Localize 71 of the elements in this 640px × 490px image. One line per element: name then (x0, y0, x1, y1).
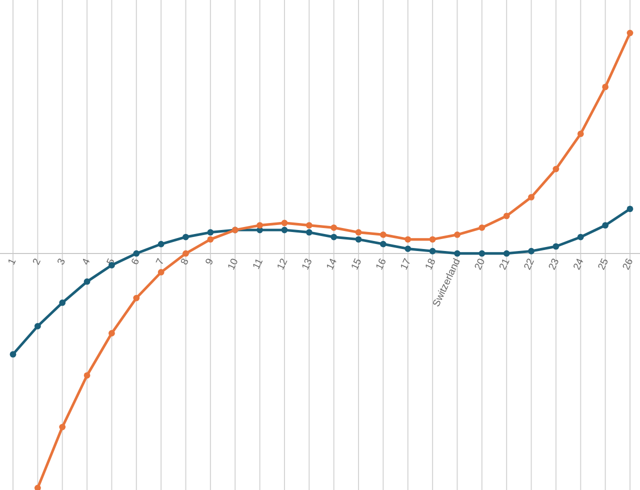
x-tick-label: 22 (522, 256, 538, 272)
x-tick-label: 2 (31, 256, 44, 267)
point (454, 250, 460, 257)
point (330, 234, 338, 240)
point (478, 250, 486, 257)
x-tick-label: 25 (596, 256, 612, 272)
point (429, 248, 436, 254)
x-tick-label: 21 (498, 256, 513, 272)
point (429, 236, 436, 243)
point (478, 224, 486, 231)
point (552, 243, 560, 250)
point (602, 222, 609, 229)
point (108, 330, 115, 336)
x-tick-label: 14 (324, 256, 340, 272)
point (281, 220, 288, 226)
point (182, 250, 189, 257)
point (34, 484, 41, 490)
x-tick-label: 23 (547, 256, 562, 272)
point (182, 234, 189, 240)
point (355, 236, 362, 243)
point (10, 351, 16, 358)
x-tick-label: 12 (276, 256, 290, 272)
point (503, 250, 510, 257)
x-tick-label: 26 (621, 256, 636, 272)
x-tick-label: 8 (179, 256, 192, 267)
point (207, 229, 214, 236)
point (59, 300, 66, 306)
x-tick-label: 7 (154, 256, 167, 267)
point (626, 206, 634, 212)
point (454, 232, 460, 238)
point (84, 278, 90, 285)
x-tick-label: 16 (374, 256, 390, 272)
x-tick-label: 1 (6, 256, 19, 267)
point (256, 222, 263, 229)
point (528, 248, 534, 254)
x-tick-label: 9 (204, 256, 216, 267)
point (306, 229, 312, 236)
x-tick-label: 20 (472, 256, 488, 272)
point (207, 236, 214, 243)
point (133, 294, 140, 302)
point (158, 269, 164, 276)
x-tick-label: 15 (350, 256, 364, 272)
point (84, 372, 90, 379)
point (380, 240, 386, 248)
point (577, 130, 584, 138)
point (281, 226, 288, 234)
point (528, 194, 534, 200)
x-tick-label: 13 (300, 256, 316, 272)
x-tick-label: 11 (251, 256, 266, 272)
point (34, 322, 41, 330)
point (577, 234, 584, 240)
x-tick-label: 4 (80, 256, 93, 267)
point (404, 236, 412, 243)
point (330, 224, 338, 231)
point (602, 84, 609, 90)
point (59, 424, 66, 430)
point (404, 246, 412, 252)
x-tick-label: 18 (424, 256, 438, 272)
point (306, 222, 312, 229)
point (355, 229, 362, 236)
point (133, 250, 140, 257)
point (380, 232, 386, 238)
point (626, 30, 634, 36)
x-tick-label: 10 (226, 256, 242, 272)
x-tick-label: 17 (398, 256, 414, 272)
x-tick-label: 6 (130, 256, 142, 267)
x-tick-label: 24 (572, 256, 587, 272)
point (503, 212, 510, 220)
x-tick-label: 3 (56, 256, 68, 267)
point (552, 166, 560, 172)
point (158, 240, 164, 248)
